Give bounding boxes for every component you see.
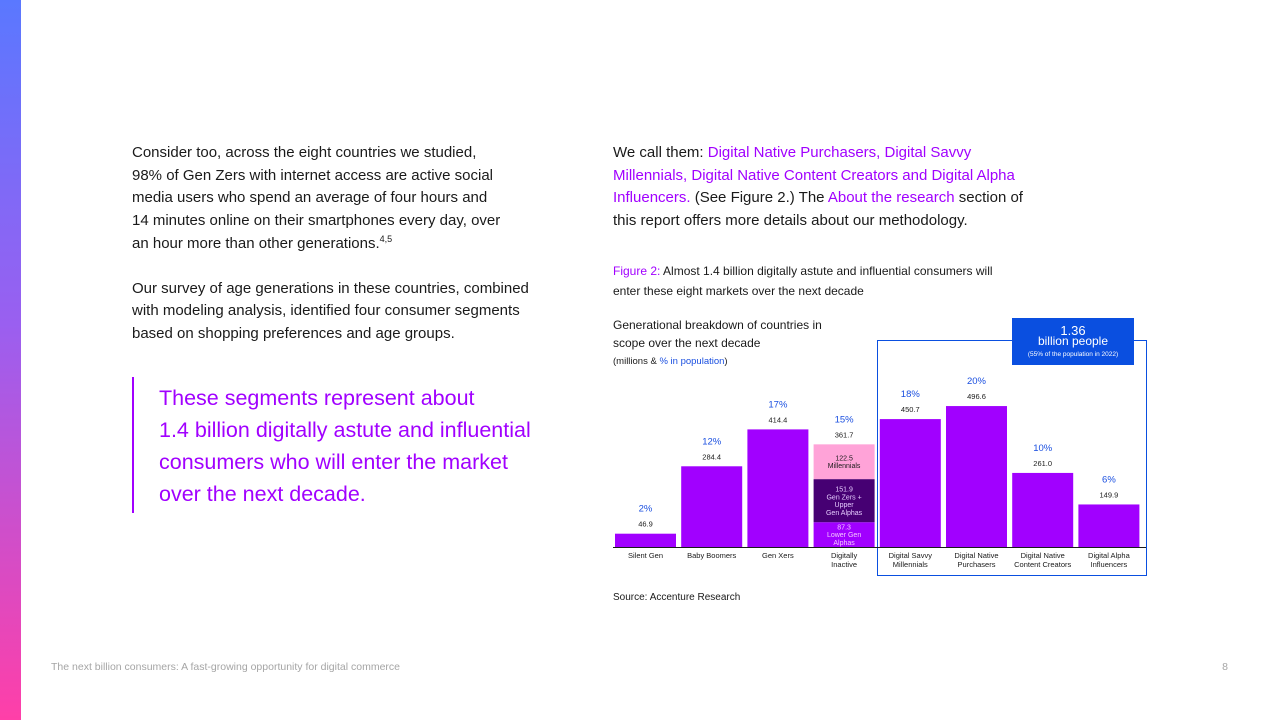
figure-caption: Figure 2: Almost 1.4 billion digitally a…: [613, 262, 993, 301]
bar-percent-label: 17%: [768, 399, 788, 410]
chart-units: (millions & % in population): [613, 356, 728, 367]
quote-line: These segments represent about: [159, 386, 475, 410]
units-suffix: ): [724, 356, 728, 367]
category-tick-label: Baby Boomers: [687, 551, 736, 560]
stacked-segment-label: Alphas: [833, 540, 855, 547]
bar-percent-label: 6%: [1102, 474, 1116, 485]
para1-line: media users who spend an average of four…: [132, 189, 488, 207]
intro-middle: (See Figure 2.) The: [690, 189, 828, 207]
category-tick-label: Influencers: [1091, 560, 1128, 569]
bar-percent-label: 12%: [702, 436, 722, 447]
right-column: We call them: Digital Native Purchasers,…: [613, 142, 1043, 255]
bar: [747, 429, 809, 547]
category-tick-label: Digital Native: [954, 551, 998, 560]
bar-percent-label: 15%: [835, 414, 855, 425]
body-paragraph-2: Our survey of age generations in these c…: [132, 278, 562, 346]
callout-value: 1.36: [1060, 323, 1085, 338]
stacked-segment-label: Lower Gen: [827, 532, 861, 539]
bar: [615, 533, 676, 547]
category-tick-label: Digital Savvy: [889, 551, 933, 560]
stacked-segment-label: 122.5: [835, 455, 853, 462]
bar-value-label: 149.9: [1100, 490, 1119, 499]
units-prefix: (millions &: [613, 356, 660, 367]
bar-percent-label: 2%: [639, 504, 653, 515]
category-tick-label: Purchasers: [958, 560, 996, 569]
para2-line: with modeling analysis, identified four …: [132, 302, 520, 320]
para1-line: 98% of Gen Zers with internet access are…: [132, 166, 493, 184]
chart-title: Generational breakdown of countries in s…: [613, 318, 822, 350]
bar: [1078, 504, 1140, 547]
figure-caption-text: Almost 1.4 billion digitally astute and …: [613, 264, 993, 298]
accent-gradient-bar: [0, 0, 21, 720]
stacked-segment-label: Gen Zers +: [826, 494, 861, 501]
category-tick-label: Digitally: [831, 551, 858, 560]
footer-title: The next billion consumers: A fast-growi…: [51, 661, 400, 673]
intro-suffix: section of this report offers more detai…: [613, 189, 1023, 230]
footnote-reference[interactable]: 4,5: [379, 233, 393, 244]
bar: [1012, 472, 1074, 547]
bar-value-label: 414.4: [769, 415, 788, 424]
quote-line: 1.4 billion digitally astute and influen…: [159, 418, 531, 442]
bar-value-label: 46.9: [638, 520, 653, 529]
bar-percent-label: 20%: [967, 376, 987, 387]
source-note: Source: Accenture Research: [613, 592, 741, 603]
figure-label: Figure 2:: [613, 264, 661, 278]
callout-box: [1012, 318, 1134, 365]
category-tick-label: Content Creators: [1014, 560, 1071, 569]
category-tick-label: Digital Native: [1021, 551, 1065, 560]
bar: [681, 466, 743, 547]
bar-value-label: 496.6: [967, 392, 986, 401]
segment-names: Digital Native Purchasers, Digital Savvy…: [613, 144, 1015, 207]
stacked-segment-label: 87.3: [837, 524, 851, 531]
quote-line: over the next decade.: [159, 482, 366, 506]
pull-quote: These segments represent about 1.4 billi…: [132, 377, 552, 513]
category-tick-label: Digital Alpha: [1088, 551, 1131, 560]
body-paragraph-1: Consider too, across the eight countries…: [132, 142, 562, 256]
stacked-segment-label: 151.9: [835, 486, 853, 493]
callout-unit: billion people: [1038, 334, 1108, 348]
bar-value-label: 261.0: [1033, 459, 1052, 468]
category-tick-label: Silent Gen: [628, 551, 663, 560]
bar-value-label: 284.4: [702, 452, 721, 461]
category-tick-label: Gen Xers: [762, 551, 794, 560]
category-tick-label: Inactive: [831, 560, 857, 569]
quote-line: consumers who will enter the market: [159, 450, 508, 474]
left-column: Consider too, across the eight countries…: [132, 142, 562, 368]
intro-prefix: We call them:: [613, 144, 708, 161]
callout-note: (55% of the population in 2022): [1028, 351, 1118, 358]
stacked-segment: [813, 479, 875, 523]
units-percent: % in population: [659, 356, 725, 367]
para1-line: Consider too, across the eight countries…: [132, 144, 477, 161]
category-tick-label: Millennials: [893, 560, 928, 569]
intro-paragraph: We call them: Digital Native Purchasers,…: [613, 142, 1043, 233]
stacked-segment-label: Millennials: [828, 463, 861, 470]
para2-line: Our survey of age generations in these c…: [132, 279, 529, 297]
bar-value-label: 450.7: [901, 405, 920, 414]
page-number: 8: [1222, 661, 1228, 673]
stacked-segment-label: Gen Alphas: [826, 510, 863, 517]
stacked-segment: [813, 522, 875, 547]
bar-percent-label: 10%: [1033, 443, 1053, 454]
about-research-link[interactable]: About the research: [827, 189, 955, 207]
bar-percent-label: 18%: [901, 389, 921, 400]
bar: [879, 419, 941, 547]
para1-line: an hour more than other generations.: [132, 234, 380, 252]
para2-line: based on shopping preferences and age gr…: [132, 324, 455, 342]
bar-value-label: 361.7: [835, 430, 854, 439]
bar: [946, 406, 1007, 547]
para1-line: 14 minutes online on their smartphones e…: [132, 212, 501, 230]
stacked-segment: [813, 444, 875, 480]
stacked-segment-label: Upper: [835, 502, 855, 509]
